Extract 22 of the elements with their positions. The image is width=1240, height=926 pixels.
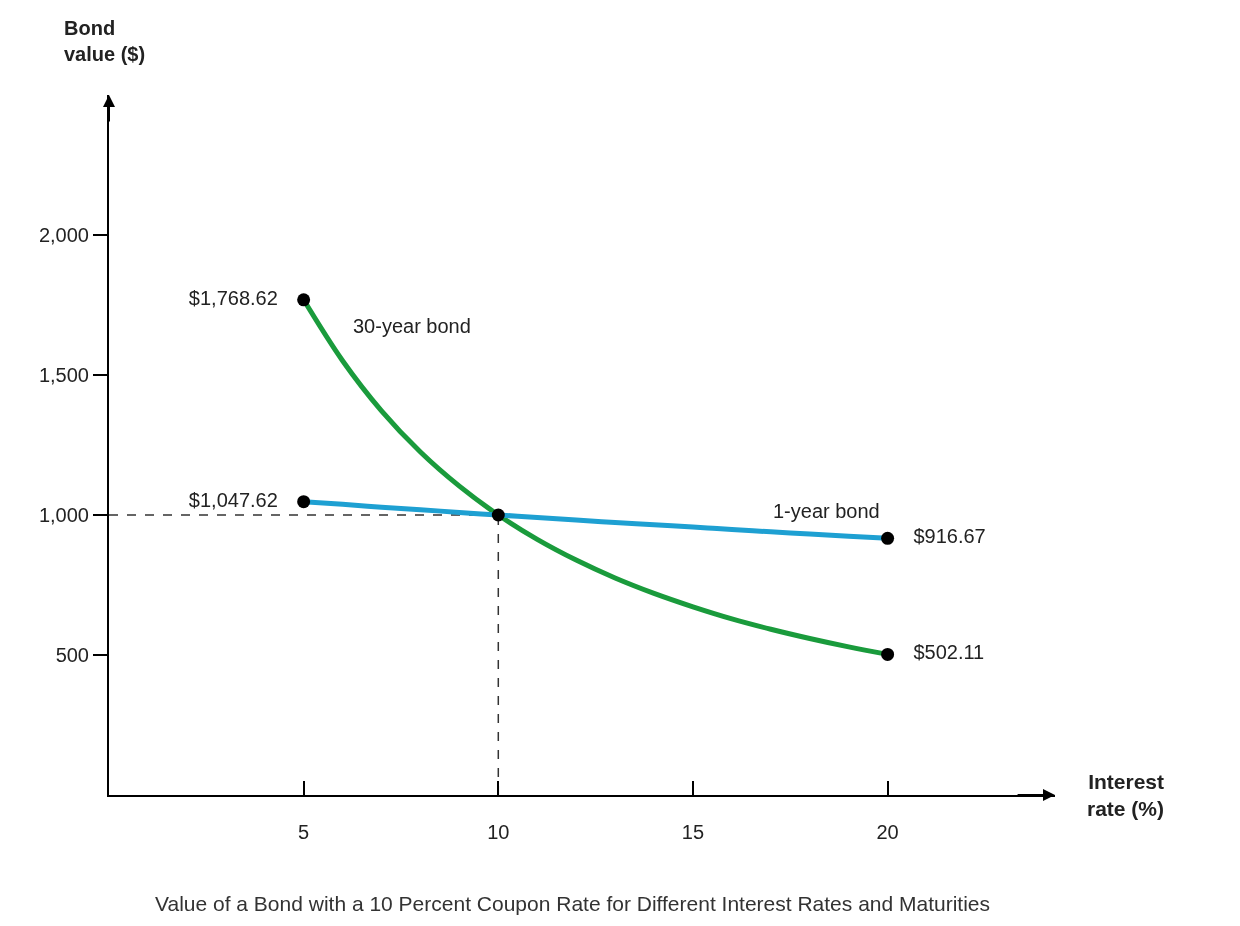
x-tick-label: 15 — [681, 821, 705, 843]
data-label: $1,047.62 — [172, 488, 295, 511]
text: Value of a Bond with a 10 Percent Coupon Rate for Different Interest Rates and Maturities — [155, 892, 991, 915]
data-label: $916.67 — [896, 525, 1003, 548]
point — [491, 508, 505, 522]
point — [881, 531, 895, 545]
y-axis-title: Bond value ($) — [64, 17, 146, 65]
point — [297, 495, 311, 509]
y-tick-label: 500 — [55, 644, 89, 666]
x-axis-title: Interest rate (%) — [1087, 770, 1165, 821]
x-tick-label: 20 — [876, 821, 899, 843]
data-label: $502.11 — [896, 641, 1001, 664]
y-tick-label: 1,000 — [38, 504, 89, 526]
series-label: 30-year bond — [353, 315, 471, 337]
series-label: 1-year bond — [773, 500, 880, 522]
x-tick-label: 10 — [487, 821, 510, 843]
x-tick-label: 5 — [298, 821, 310, 843]
y-tick-label: 1,500 — [38, 364, 89, 386]
point — [297, 293, 311, 307]
y-tick-label: 2,000 — [38, 224, 89, 246]
point — [881, 647, 895, 661]
data-label: $1,768.62 — [172, 286, 295, 309]
